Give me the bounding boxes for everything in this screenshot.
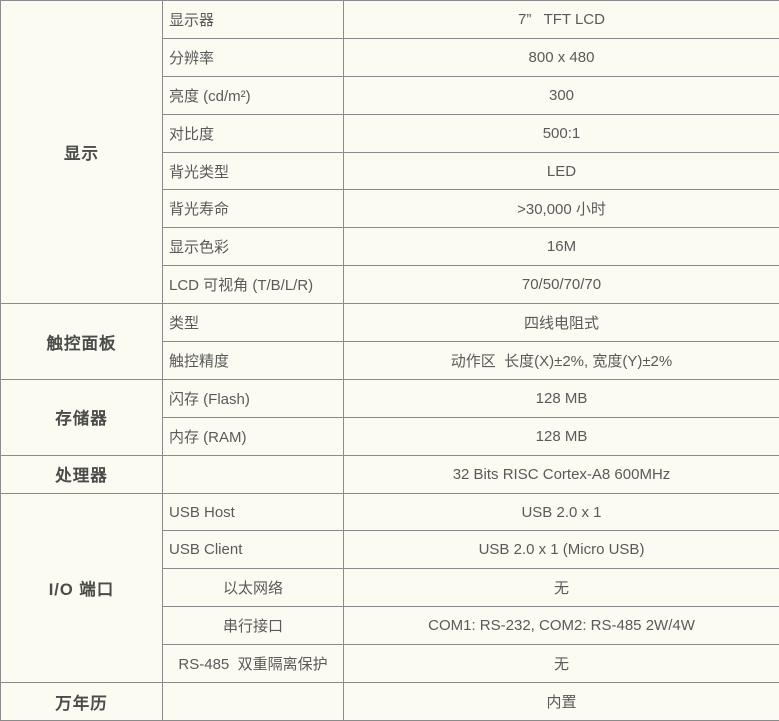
spec-name: 以太网络 [162, 568, 344, 608]
table-row: 处理器 32 Bits RISC Cortex-A8 600MHz [0, 454, 779, 494]
table-row: RS-485 双重隔离保护 无 [1, 644, 779, 684]
spec-value: 动作区 长度(X)±2%, 宽度(Y)±2% [343, 341, 779, 380]
table-row: I/O 端口 USB Host USB 2.0 x 1 [0, 492, 779, 684]
spec-value: 16M [343, 227, 779, 267]
category-cell-io-ports: I/O 端口 [0, 492, 163, 684]
table-row: 存储器 闪存 (Flash) 128 MB [0, 378, 779, 456]
table-row: 显示 显示器 7” TFT LCD [0, 0, 779, 305]
spec-name: 背光寿命 [162, 189, 344, 229]
spec-name: 分辨率 [162, 37, 344, 77]
table-row: 内存 (RAM) 128 MB [1, 416, 779, 456]
category-cell-display: 显示 [0, 0, 163, 305]
spec-name: 串行接口 [162, 606, 344, 646]
spec-value: 四线电阻式 [343, 303, 779, 343]
spec-value: 500:1 [343, 113, 779, 153]
spec-value: LED [343, 151, 779, 191]
spec-value: 内置 [343, 682, 779, 721]
spec-value: 300 [343, 75, 779, 115]
spec-value: 32 Bits RISC Cortex-A8 600MHz [343, 454, 779, 494]
category-cell-touch-panel: 触控面板 [0, 303, 163, 380]
spec-value: 128 MB [343, 378, 779, 418]
table-row: 万年历 内置 [0, 682, 779, 721]
spec-value: 128 MB [343, 416, 779, 456]
table-row: 显示色彩 16M [1, 227, 779, 267]
spec-name: 类型 [162, 303, 344, 343]
table-row: 亮度 (cd/m²) 300 [1, 75, 779, 115]
spec-value: 800 x 480 [343, 37, 779, 77]
category-cell-processor: 处理器 [0, 454, 163, 494]
category-cell-storage: 存储器 [0, 378, 163, 456]
table-row: 背光类型 LED [1, 151, 779, 191]
spec-value: 无 [343, 644, 779, 684]
spec-name: 触控精度 [162, 341, 344, 380]
spec-name: 显示色彩 [162, 227, 344, 267]
spec-name: 背光类型 [162, 151, 344, 191]
spec-value: 无 [343, 568, 779, 608]
spec-name: RS-485 双重隔离保护 [162, 644, 344, 684]
spec-name: 内存 (RAM) [162, 416, 344, 456]
table-row: 触控面板 类型 四线电阻式 [0, 303, 779, 380]
category-cell-calendar: 万年历 [0, 682, 163, 721]
spec-name [162, 682, 344, 721]
spec-name [162, 454, 344, 494]
spec-name: 显示器 [162, 0, 344, 39]
spec-value: 7” TFT LCD [343, 0, 779, 39]
table-row: USB Client USB 2.0 x 1 (Micro USB) [1, 530, 779, 570]
table-row: 触控精度 动作区 长度(X)±2%, 宽度(Y)±2% [1, 341, 779, 380]
table-row: 背光寿命 >30,000 小时 [1, 189, 779, 229]
spec-value: 70/50/70/70 [343, 265, 779, 305]
spec-name: LCD 可视角 (T/B/L/R) [162, 265, 344, 305]
spec-name: 对比度 [162, 113, 344, 153]
table-row: 分辨率 800 x 480 [1, 37, 779, 77]
spec-name: 亮度 (cd/m²) [162, 75, 344, 115]
spec-name: 闪存 (Flash) [162, 378, 344, 418]
spec-value: USB 2.0 x 1 (Micro USB) [343, 530, 779, 570]
table-row: 对比度 500:1 [1, 113, 779, 153]
spec-value: >30,000 小时 [343, 189, 779, 229]
spec-name: USB Client [162, 530, 344, 570]
spec-name: USB Host [162, 492, 344, 532]
spec-value: USB 2.0 x 1 [343, 492, 779, 532]
spec-value: COM1: RS-232, COM2: RS-485 2W/4W [343, 606, 779, 646]
